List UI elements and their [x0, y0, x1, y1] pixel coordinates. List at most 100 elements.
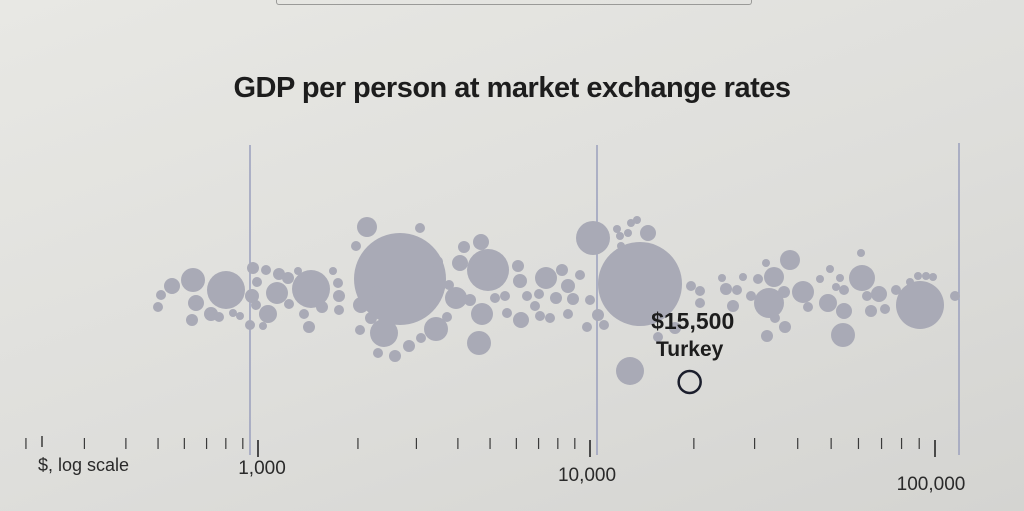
country-bubble	[303, 321, 315, 333]
country-bubble	[299, 309, 309, 319]
country-bubble	[373, 348, 383, 358]
country-bubble	[467, 331, 491, 355]
country-bubble	[754, 288, 784, 318]
country-bubble	[452, 255, 468, 271]
country-bubble	[214, 312, 224, 322]
chart-title: GDP per person at market exchange rates	[233, 72, 792, 104]
country-bubble	[640, 225, 656, 241]
country-bubble	[273, 268, 285, 280]
country-bubble	[458, 241, 470, 253]
country-bubble	[502, 308, 512, 318]
country-bubble	[739, 273, 747, 281]
country-bubble	[389, 350, 401, 362]
country-bubble	[153, 302, 163, 312]
country-bubble	[229, 309, 237, 317]
x-axis-tick-labels: 1,000 10,000 100,000	[238, 458, 965, 495]
country-bubble	[431, 256, 443, 268]
country-bubble	[627, 219, 635, 227]
country-bubble	[695, 286, 705, 296]
country-bubble	[181, 268, 205, 292]
country-bubble	[266, 282, 288, 304]
country-bubble	[424, 317, 448, 341]
country-bubble	[727, 300, 739, 312]
country-bubble	[186, 314, 198, 326]
country-bubble	[370, 286, 382, 298]
country-bubble	[464, 294, 476, 306]
country-bubble	[922, 272, 930, 280]
country-bubble	[582, 322, 592, 332]
country-bubble	[592, 309, 604, 321]
country-bubble	[563, 309, 573, 319]
country-bubble	[351, 241, 361, 251]
country-bubble	[669, 322, 681, 334]
country-bubble	[839, 285, 849, 295]
country-bubble	[442, 312, 452, 322]
country-bubble	[778, 286, 790, 298]
country-bubble	[803, 302, 813, 312]
x-axis-label: $, log scale	[38, 455, 129, 475]
country-bubble	[599, 320, 609, 330]
country-bubble	[530, 301, 540, 311]
country-bubble	[891, 285, 901, 295]
country-bubble	[164, 278, 180, 294]
turkey-highlight-marker[interactable]	[677, 369, 702, 395]
annotation-value: $15,500	[651, 308, 734, 334]
country-bubble	[613, 225, 621, 233]
country-bubble	[534, 289, 544, 299]
country-bubble	[950, 291, 960, 301]
country-bubble	[535, 267, 557, 289]
country-bubble	[624, 229, 632, 237]
country-bubble	[720, 283, 732, 295]
country-bubble	[500, 291, 510, 301]
country-bubble	[415, 223, 425, 233]
country-bubble	[831, 323, 855, 347]
country-bubble	[316, 301, 328, 313]
country-bubble	[695, 298, 705, 308]
country-bubble	[357, 217, 377, 237]
country-bubble	[403, 340, 415, 352]
country-bubble	[467, 249, 509, 291]
country-bubble	[862, 291, 872, 301]
x-tick-label: 100,000	[897, 474, 966, 495]
x-axis-ticks	[25, 436, 936, 457]
country-bubble	[156, 290, 166, 300]
country-bubble	[495, 275, 505, 285]
country-bubble	[556, 264, 568, 276]
country-bubble	[444, 280, 454, 290]
country-bubble	[420, 305, 430, 315]
country-bubble	[188, 295, 204, 311]
country-bubble	[718, 274, 726, 282]
country-bubble	[329, 267, 337, 275]
country-bubble	[576, 221, 610, 255]
country-bubble	[416, 333, 426, 343]
country-bubble	[575, 270, 585, 280]
country-bubble	[550, 292, 562, 304]
country-bubble	[836, 303, 852, 319]
country-bubble	[585, 295, 595, 305]
country-bubble	[753, 274, 763, 284]
country-bubble	[513, 312, 529, 328]
country-bubble	[929, 273, 937, 281]
country-bubble	[245, 320, 255, 330]
country-bubble	[370, 319, 398, 347]
country-bubble	[535, 311, 545, 321]
country-bubble	[746, 291, 756, 301]
country-bubble	[849, 265, 875, 291]
country-bubble	[512, 260, 524, 272]
country-bubble	[513, 274, 527, 288]
country-bubble	[561, 279, 575, 293]
country-bubble	[896, 281, 944, 329]
country-bubble	[598, 242, 682, 326]
country-bubble	[252, 277, 262, 287]
annotation-country: Turkey	[656, 338, 724, 361]
country-bubble	[259, 322, 267, 330]
country-bubble	[865, 305, 877, 317]
country-bubble	[914, 272, 922, 280]
country-bubble	[871, 286, 887, 302]
country-bubble	[567, 293, 579, 305]
country-bubble	[245, 289, 259, 303]
country-bubble	[207, 271, 245, 309]
country-bubble	[354, 233, 446, 325]
country-bubble	[633, 216, 641, 224]
